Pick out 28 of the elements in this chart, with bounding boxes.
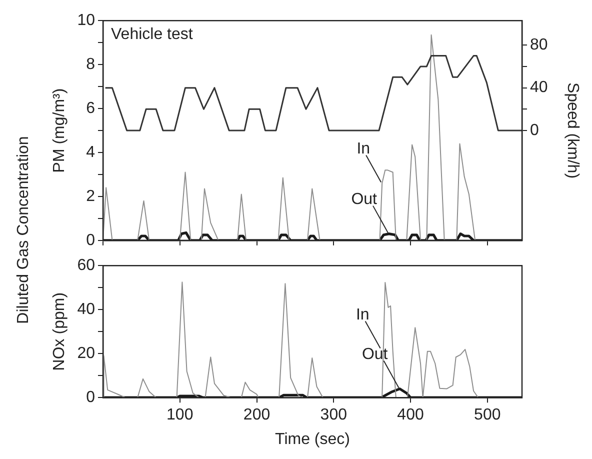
y-tick-label: 0 — [86, 389, 96, 406]
annotation: Vehicle test — [111, 26, 194, 44]
y-tick-label: 0 — [86, 232, 96, 249]
y-axis-title: NOx (ppm) — [51, 292, 68, 371]
x-axis-title: Time (sec) — [275, 430, 350, 448]
annotation: Out — [362, 346, 388, 364]
text: Diluted Gas Concentration — [15, 136, 33, 324]
y-axis-title: PM (mg/m³) — [51, 88, 68, 173]
y-tick-label: 20 — [77, 345, 96, 362]
y-tick-label: 40 — [77, 301, 96, 318]
y-tick-label: 10 — [77, 12, 96, 30]
y2-tick-label: 0 — [530, 122, 539, 139]
x-tick-label: 500 — [474, 406, 501, 424]
y-tick-label: 4 — [86, 144, 96, 161]
y-tick-label: 2 — [86, 188, 96, 205]
annotation: In — [356, 306, 370, 324]
x-tick-label: 400 — [397, 406, 424, 424]
x-tick-label: 100 — [166, 406, 194, 424]
y-tick-label: 6 — [86, 100, 96, 117]
x-tick-label: 300 — [320, 406, 348, 424]
y-tick-label: 8 — [86, 56, 96, 73]
annotation: In — [356, 140, 370, 158]
y2-tick-label: 80 — [530, 36, 548, 54]
y2-axis-title: Speed (km/h) — [564, 82, 581, 179]
annotation: Out — [351, 191, 378, 208]
y-tick-label: 60 — [77, 257, 96, 274]
x-tick-label: 200 — [243, 406, 270, 424]
y2-tick-label: 40 — [530, 79, 548, 96]
